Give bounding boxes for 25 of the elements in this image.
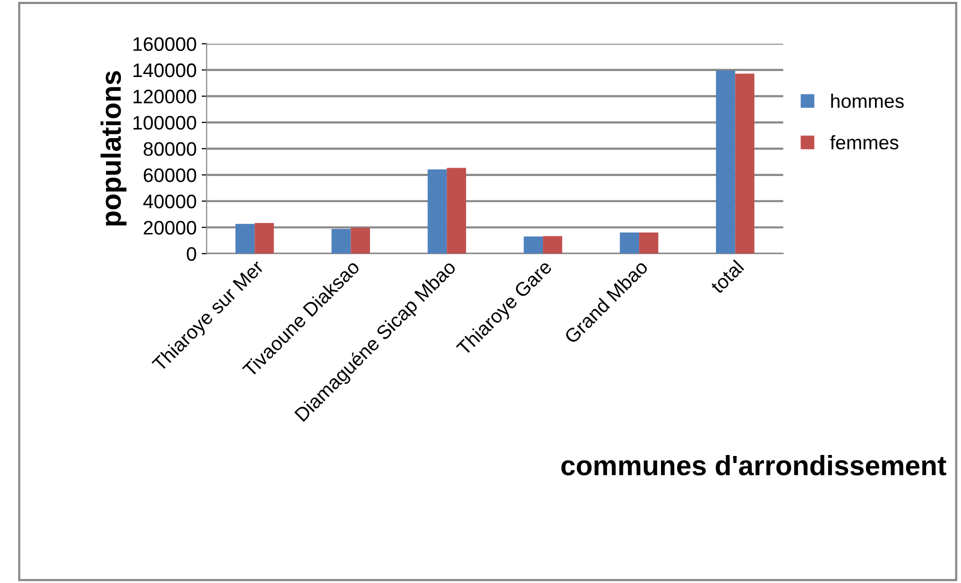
y-tick-label: 120000 bbox=[134, 90, 196, 104]
bar bbox=[332, 228, 351, 254]
y-tick-label: 40000 bbox=[143, 194, 196, 208]
bar bbox=[735, 74, 754, 254]
y-tick-label: 60000 bbox=[144, 168, 196, 182]
bar bbox=[542, 236, 562, 254]
bar bbox=[639, 232, 658, 254]
y-tick-label: 80000 bbox=[144, 142, 196, 156]
bar bbox=[254, 223, 274, 254]
bar bbox=[235, 224, 255, 254]
bar bbox=[428, 169, 447, 254]
y-axis-title: populations bbox=[100, 71, 126, 226]
y-tick-label: 0 bbox=[186, 247, 196, 261]
x-axis-title: communes d'arrondissement bbox=[561, 455, 946, 476]
bar bbox=[620, 232, 640, 254]
y-tick-label: 100000 bbox=[134, 116, 196, 130]
y-tick-label: 20000 bbox=[144, 220, 196, 235]
bar bbox=[716, 70, 736, 254]
y-tick-label: 160000 bbox=[134, 37, 196, 51]
legend-label: femmes bbox=[830, 135, 898, 150]
bar bbox=[350, 228, 370, 254]
bar bbox=[524, 236, 543, 254]
y-tick-label: 140000 bbox=[134, 63, 196, 78]
legend-label: hommes bbox=[831, 94, 904, 108]
bar bbox=[446, 168, 466, 254]
